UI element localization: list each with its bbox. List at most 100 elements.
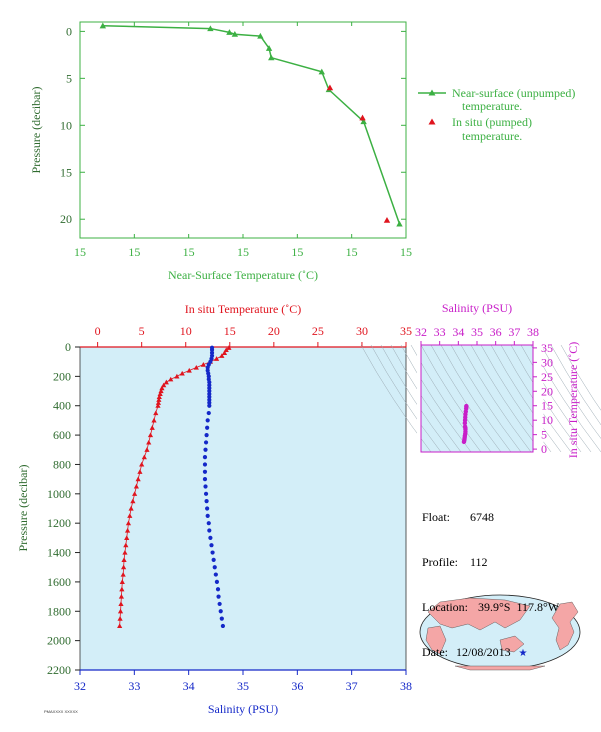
world-map: ★ [419, 594, 581, 671]
pressure-tick-label: 200 [53, 369, 71, 383]
profile-label: Profile: [422, 555, 458, 569]
ts-y-tick-label: 25 [541, 370, 553, 384]
salinity-point [216, 594, 221, 599]
near-surface-legend: Near-surface (unpumped) temperature. In … [418, 86, 575, 143]
temperature-point [174, 373, 180, 379]
legend-near-surface-marker [428, 89, 436, 96]
pressure-axis-ticks: 0 200 400 600 800 1000 1200 1400 1600 1800 2000 220… [47, 340, 80, 677]
density-contour [390, 344, 462, 453]
temperature-point [123, 542, 129, 548]
continent-asia-europe [427, 597, 531, 631]
density-contour [360, 344, 432, 453]
ts-plot-area [420, 344, 534, 453]
salinity-point [206, 410, 211, 416]
temperature-point [121, 564, 127, 570]
density-contour [560, 344, 601, 411]
location-row: Location: 39.9°S 117.8°W [422, 600, 559, 615]
near-surface-point [265, 45, 273, 51]
near-surface-point [268, 54, 275, 61]
temperature-point [137, 469, 143, 474]
ts-clip-left [417, 345, 421, 452]
salinity-point [206, 521, 211, 526]
float-location-marker: ★ [519, 648, 528, 659]
density-contour [540, 344, 601, 440]
salinity-point [207, 388, 212, 394]
map-continents [425, 597, 579, 671]
near-surface-point [99, 22, 107, 29]
temperature-point [128, 505, 134, 511]
y-tick-label: 10 [60, 118, 72, 132]
salinity-point [207, 528, 212, 533]
salinity-point [203, 440, 209, 445]
ts-y-tick-label: 30 [541, 355, 553, 369]
float-id-row: Float: 6748 [422, 510, 559, 525]
temperature-point [135, 476, 141, 482]
pressure-tick-label: 0 [65, 340, 71, 354]
legend-near-surface-label: Near-surface (unpumped) [452, 86, 575, 100]
temperature-point [147, 432, 154, 438]
salinity-point [207, 403, 212, 408]
salinity-point [212, 565, 217, 570]
salinity-point [205, 506, 210, 511]
salinity-point [211, 557, 216, 562]
salinity-point [205, 425, 210, 430]
near-surface-x-ticks: 15 15 15 15 15 15 15 [74, 22, 412, 259]
salinity-point [202, 469, 208, 474]
temperature-point [213, 356, 220, 361]
salinity-point [209, 543, 214, 548]
temperature-point [124, 527, 131, 533]
temperature-point [226, 345, 232, 350]
footer-tag: PMAXXXX XXXXX [44, 709, 78, 714]
near-surface-point [207, 25, 214, 32]
salinity-point [202, 477, 208, 482]
ts-series [461, 403, 469, 445]
profile-row: Profile: 112 [422, 555, 559, 570]
salinity-tick-label: 37 [346, 679, 358, 693]
near-surface-y-axis-label: Pressure (decibar) [29, 87, 43, 174]
float-info: Float: 6748 Profile: 112 Location: 39.9°S 1… [422, 480, 559, 675]
y-tick-label: 15 [60, 165, 72, 179]
ts-x-tick-label: 32 [415, 325, 427, 339]
temperature-point [117, 608, 124, 614]
ts-x-tick-label: 37 [508, 325, 520, 339]
continent-africa [425, 625, 447, 655]
salinity-point [205, 513, 210, 518]
ts-point [464, 403, 469, 409]
ts-x-ticks: 32 33 34 35 36 37 38 [415, 325, 539, 345]
salinity-point [213, 572, 218, 577]
temperature-point [155, 403, 161, 408]
date-row: Date: 12/08/2013 [422, 645, 559, 660]
temperature-point [153, 410, 159, 416]
salinity-point [215, 587, 221, 592]
temperature-point [144, 447, 150, 452]
salinity-axis-label: Salinity (PSU) [208, 702, 278, 716]
profile-chart: 0 5 10 15 20 25 30 35 32 33 34 35 36 37 38 0 200 400 600… [16, 302, 412, 716]
salinity-point [209, 350, 215, 355]
ts-clip-bottom [411, 452, 563, 465]
salinity-point [205, 365, 210, 370]
salinity-tick-label: 33 [128, 679, 140, 693]
temperature-point [151, 417, 157, 423]
density-contour [460, 344, 532, 453]
salinity-tick-label: 35 [237, 679, 249, 693]
salinity-point [207, 380, 212, 385]
temperature-point [179, 370, 185, 376]
pressure-tick-label: 2200 [47, 663, 71, 677]
salinity-point [209, 347, 215, 353]
salinity-point [202, 462, 208, 467]
continent-australia [499, 635, 525, 653]
density-contour [430, 344, 502, 453]
near-surface-point [226, 29, 233, 35]
ts-title: Salinity (PSU) [442, 301, 512, 315]
continent-americas [551, 601, 579, 651]
ts-x-tick-label: 38 [527, 325, 539, 339]
ts-x-tick-label: 33 [434, 325, 446, 339]
salinity-point [207, 394, 212, 400]
temperature-point [146, 439, 152, 445]
date-value: 12/08/2013 [456, 645, 511, 659]
pressure-tick-label: 400 [53, 399, 71, 413]
temperature-tick-label: 35 [400, 324, 412, 338]
pressure-tick-label: 1200 [47, 516, 71, 530]
temperature-point [193, 364, 199, 370]
